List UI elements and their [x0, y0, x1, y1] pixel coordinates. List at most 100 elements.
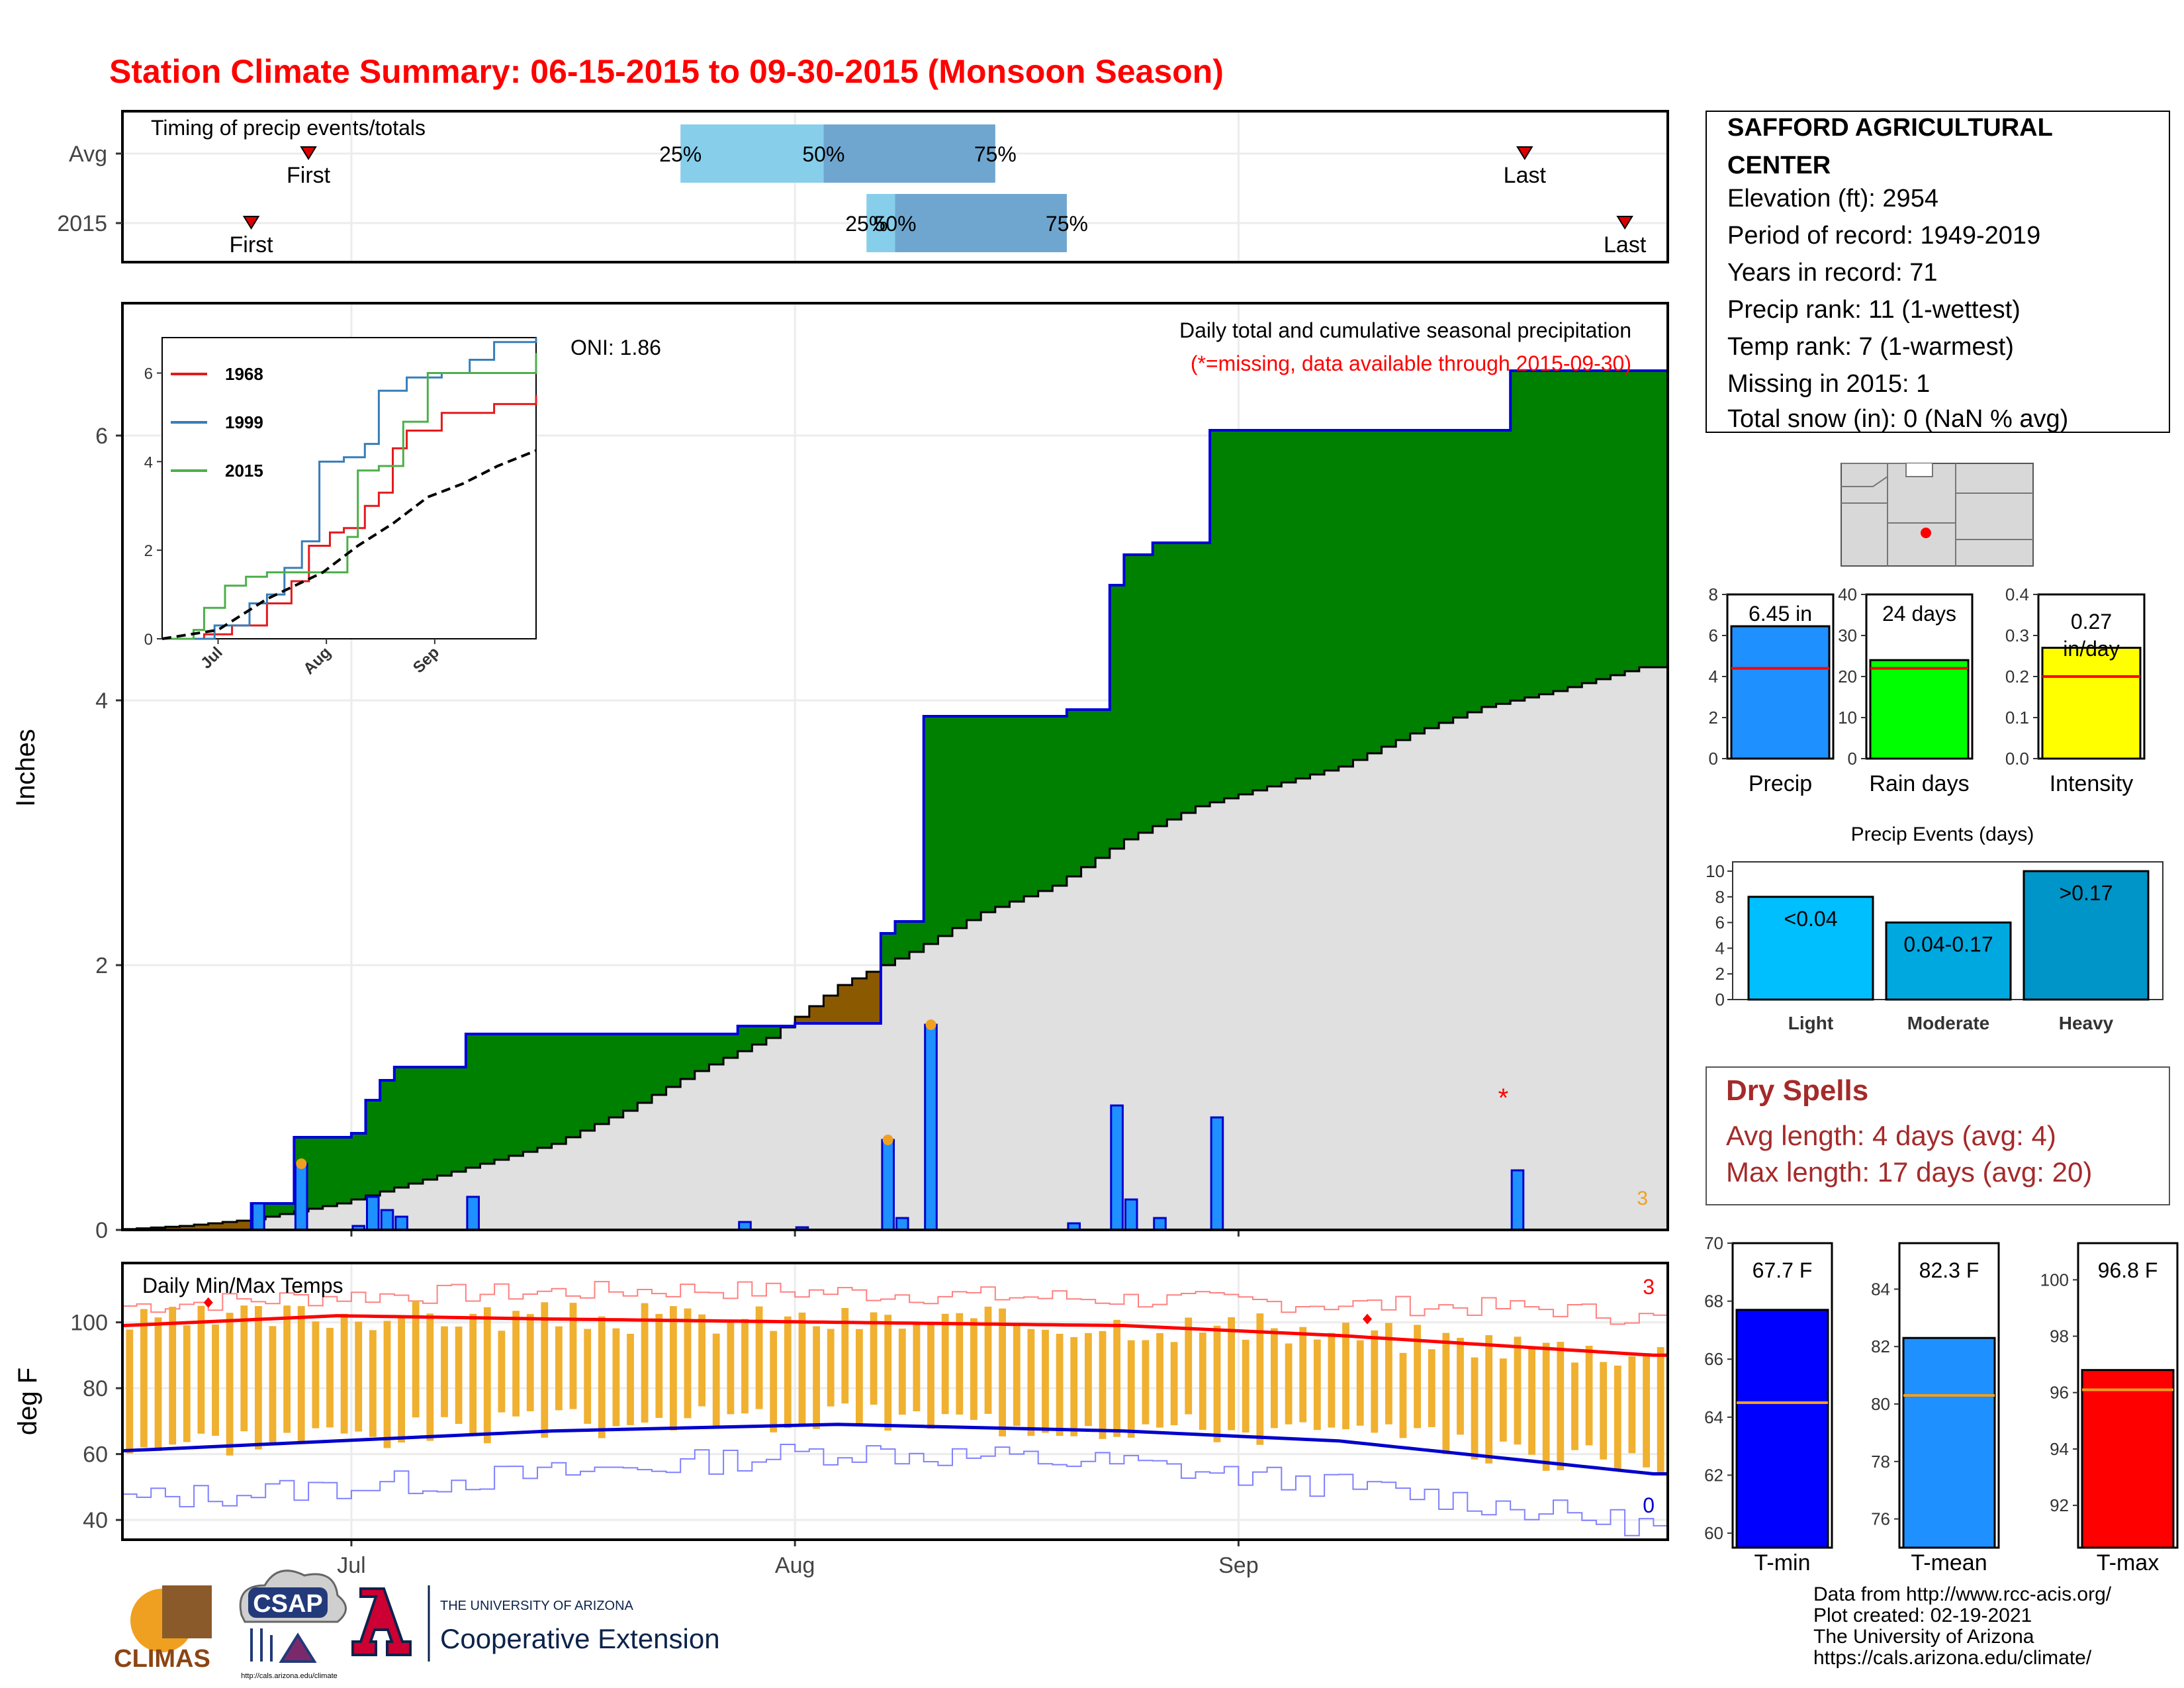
summary-bar	[2081, 1369, 2175, 1549]
daily-temp-bar	[1428, 1349, 1435, 1427]
deficit-segment	[194, 1225, 209, 1230]
dry-spells-title: Dry Spells	[1726, 1074, 1868, 1107]
surplus-segment	[1095, 710, 1111, 858]
ua-logo: THE UNIVERSITY OF ARIZONA Cooperative Ex…	[351, 1585, 720, 1662]
temp-record-marker	[203, 1297, 213, 1308]
daily-precip-bar	[1110, 1104, 1124, 1231]
summary-bar-category: T-mean	[1911, 1550, 1987, 1575]
precip-panel: 0 2 4 6 * Daily total and cumulative seasona…	[11, 302, 1669, 1243]
dry-spells-box: Dry Spells Avg length: 4 days (avg: 4) M…	[1706, 1066, 2170, 1205]
record-day-marker	[882, 1135, 893, 1145]
daily-temp-bar	[1585, 1346, 1593, 1446]
surplus-segment	[680, 1034, 696, 1079]
oni-label: ONI: 1.86	[570, 336, 661, 359]
surplus-segment	[1439, 430, 1454, 723]
summary-ytick-label: 70	[1704, 1233, 1723, 1253]
daily-temp-bar	[326, 1327, 334, 1428]
daily-temp-bar	[369, 1330, 377, 1437]
daily-precip-bar	[895, 1217, 909, 1231]
daily-temp-bar	[1328, 1333, 1336, 1428]
summary-bar-value-unit: in/day	[2063, 637, 2119, 661]
daily-precip-bar	[1153, 1217, 1167, 1231]
timing-q50-label: 50%	[802, 142, 844, 166]
daily-temp-bar	[1643, 1353, 1650, 1468]
timing-first-marker	[242, 216, 260, 230]
surplus-segment	[465, 1034, 481, 1168]
summary-ytick-label: 0.3	[2005, 626, 2029, 645]
surplus-segment	[1081, 710, 1096, 867]
daily-temp-bar	[784, 1316, 792, 1429]
events-category: Light	[1788, 1013, 1833, 1033]
surplus-segment	[1410, 430, 1425, 733]
surplus-segment	[337, 1137, 352, 1203]
surplus-segment	[308, 1137, 324, 1209]
events-ytick-label: 0	[1715, 990, 1725, 1009]
inset-series-line	[162, 353, 537, 640]
temp-ylabel: deg F	[13, 1368, 42, 1435]
temp-panel-frame	[121, 1262, 1669, 1541]
events-ytick-label: 8	[1715, 887, 1725, 907]
daily-precip-bar	[1210, 1116, 1224, 1231]
climas-text: CLIMAS	[114, 1645, 210, 1673]
daily-temp-bar	[770, 1331, 778, 1432]
surplus-segment	[537, 1034, 553, 1148]
timing-box-q25-q50	[866, 194, 895, 252]
daily-temp-bar	[1170, 1342, 1178, 1425]
tmin-record-line	[122, 1444, 1668, 1536]
daily-temp-bar	[1185, 1317, 1193, 1415]
summary-bar	[1902, 1336, 1996, 1549]
climas-mesa-icon	[162, 1585, 212, 1638]
daily-temp-bar	[1271, 1328, 1278, 1429]
daily-temp-bar	[670, 1306, 677, 1430]
daily-temp-bar	[1142, 1340, 1150, 1425]
daily-temp-bar	[498, 1331, 506, 1413]
summary-bar-category: Rain days	[1869, 771, 1969, 796]
daily-temp-bar	[1013, 1325, 1021, 1427]
surplus-segment	[1639, 371, 1654, 667]
station-location-marker	[1921, 528, 1931, 538]
daily-temp-bar	[798, 1312, 806, 1427]
daily-temp-bar	[813, 1326, 820, 1429]
timing-last-marker	[1616, 216, 1633, 230]
surplus-segment	[551, 1034, 567, 1144]
summary-ytick-label: 40	[1838, 585, 1857, 604]
surplus-segment	[1367, 430, 1383, 753]
surplus-segment	[365, 1100, 381, 1196]
inset-chart: 0 2 4 6 Jul Aug Sep 1968 1999 2015	[144, 337, 537, 678]
surplus-segment	[1481, 430, 1497, 707]
summary-bar-category: Intensity	[2050, 771, 2134, 796]
daily-precip-bar	[394, 1215, 408, 1231]
events-ytick-label: 6	[1715, 913, 1725, 933]
surplus-segment	[952, 716, 968, 928]
daily-temp-bar	[1313, 1339, 1321, 1430]
surplus-segment	[1539, 371, 1554, 694]
csap-logo: CSAP http://cals.arizona.edu/climate	[239, 1570, 347, 1680]
daily-temp-bar	[441, 1326, 448, 1417]
daily-temp-bar	[941, 1313, 949, 1415]
daily-precip-bar	[366, 1196, 380, 1231]
surplus-segment	[437, 1067, 452, 1176]
surplus-segment	[1138, 555, 1154, 833]
surplus-segment	[394, 1067, 409, 1188]
timing-row-label: 2015	[57, 211, 107, 236]
inset-xtick-label: Aug	[300, 643, 334, 678]
deficit-segment	[838, 985, 853, 1023]
surplus-segment	[1396, 430, 1411, 740]
summary-ytick-label: 8	[1709, 585, 1718, 604]
timing-box-q50-q75	[823, 124, 995, 183]
daily-temp-bar	[827, 1329, 835, 1407]
daily-temp-bar	[1099, 1331, 1107, 1439]
precip-title: Daily total and cumulative seasonal prec…	[1179, 318, 1631, 342]
daily-temp-bar	[984, 1306, 992, 1414]
summary-bar-value: 6.45 in	[1749, 602, 1812, 626]
map-coast	[1841, 463, 1933, 477]
daily-temp-bar	[1127, 1340, 1135, 1438]
summary-ytick-label: 10	[1838, 708, 1857, 727]
daily-temp-bar	[1571, 1362, 1578, 1450]
summary-ytick-label: 0.4	[2005, 585, 2029, 604]
precip-events-chart: Precip Events (days) 0 2 4 6 8 10 <0.04 Light 0.…	[1706, 823, 2163, 1033]
surplus-segment	[723, 1034, 739, 1058]
surplus-segment	[1253, 430, 1268, 790]
surplus-segment	[1295, 430, 1311, 778]
csap-url: http://cals.arizona.edu/climate	[241, 1672, 338, 1680]
